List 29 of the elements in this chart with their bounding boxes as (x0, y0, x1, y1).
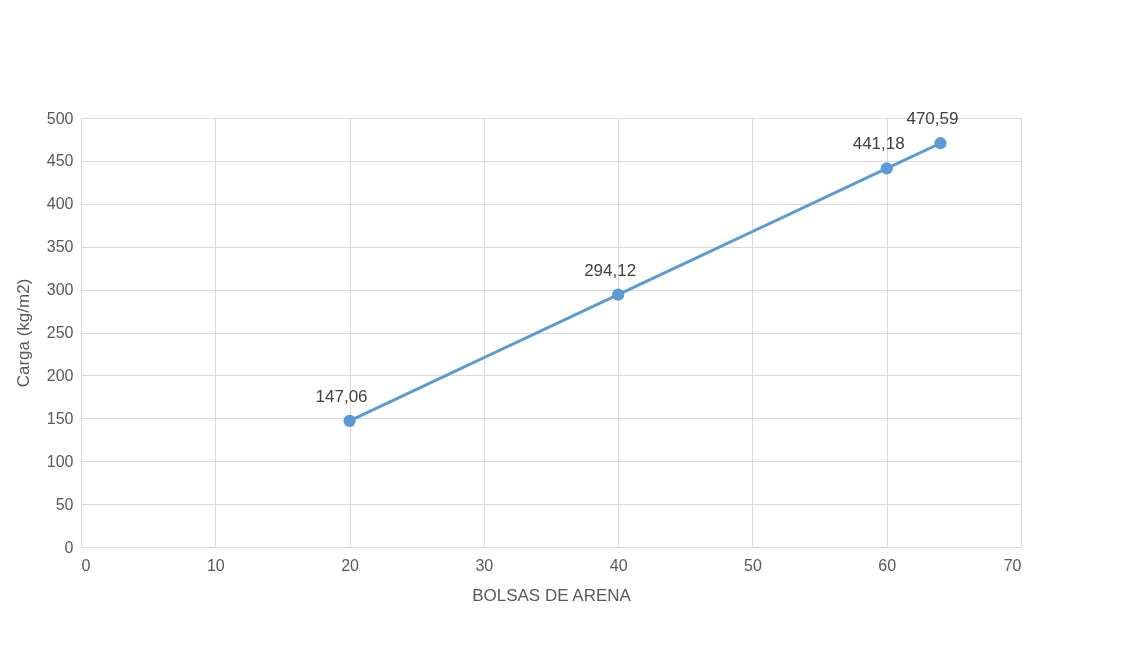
point (934, 137, 947, 150)
y-tick-label: 50 (55, 495, 74, 513)
data-label: 147,06 (315, 386, 368, 406)
x-tick-label: 50 (744, 556, 762, 574)
y-tick-label: 450 (46, 152, 74, 170)
x-axis-title: BOLSAS DE ARENA (472, 585, 632, 605)
y-tick-label: 300 (46, 281, 74, 299)
point (612, 288, 625, 301)
x-tick-label: 10 (206, 556, 225, 574)
y-tick-label: 0 (64, 538, 74, 556)
y-tick-label: 200 (46, 366, 74, 384)
y-tick-label: 400 (46, 195, 74, 213)
y-axis-title: Carga (kg/m2) (13, 278, 33, 388)
data-label: 294,12 (584, 260, 637, 280)
y-tick-label: 100 (46, 452, 74, 470)
x-tick-label: 0 (81, 556, 91, 574)
data-label: 470,59 (906, 109, 959, 129)
y-tick-label: 350 (46, 238, 74, 256)
x-tick-label: 60 (878, 556, 897, 574)
y-tick-label: 250 (46, 324, 74, 341)
x-tick-label: 20 (341, 556, 360, 574)
y-tick-label: 150 (46, 409, 74, 427)
data-label: 441,18 (852, 134, 905, 154)
x-tick-label: 70 (1003, 556, 1022, 574)
point (880, 162, 893, 175)
point (343, 414, 356, 427)
y-tick-label: 500 (46, 109, 74, 127)
x-tick-label: 40 (609, 556, 628, 574)
x-tick-label: 30 (475, 556, 494, 574)
